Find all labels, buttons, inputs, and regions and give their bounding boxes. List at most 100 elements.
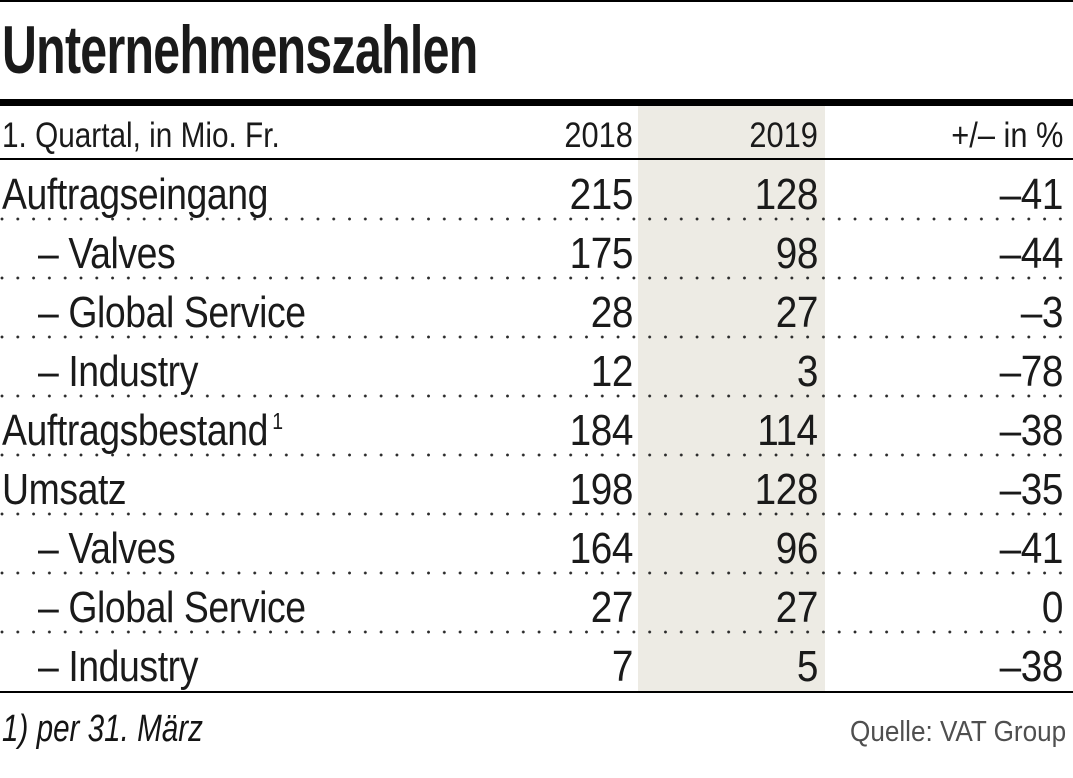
value-change-cell: –78 — [825, 337, 1073, 407]
row-label-cell: – Valves — [0, 219, 493, 289]
row-label: Auftragsbestand 1 — [2, 396, 283, 466]
value-2018: 7 — [611, 642, 634, 691]
row-label-text: – Industry — [38, 347, 198, 396]
dotted-separator — [0, 217, 1073, 221]
header-2018: 2018 — [564, 116, 633, 155]
value-2019-cell: 128 — [638, 455, 825, 525]
header-2019-cell: 2019 — [638, 106, 825, 166]
value-change-cell: –3 — [825, 278, 1073, 348]
value-2019: 96 — [775, 524, 819, 573]
value-change-cell: –44 — [825, 219, 1073, 289]
value-change: –41 — [999, 524, 1064, 573]
source-credit-text: Quelle: VAT Group — [849, 716, 1066, 748]
value-2019-cell: 27 — [638, 573, 825, 643]
row-label-text: – Global Service — [38, 583, 306, 632]
row-label-cell: Auftragsbestand 1 — [0, 396, 493, 466]
row-label-cell: – Global Service — [0, 573, 493, 643]
row-label-text: Auftragseingang — [2, 170, 269, 219]
row-label-text: Auftragsbestand — [2, 406, 269, 455]
row-label-text: – Global Service — [38, 288, 306, 337]
value-change: –38 — [999, 406, 1064, 455]
value-2019-cell: 5 — [638, 632, 825, 702]
header-change-cell: +/– in % — [825, 106, 1073, 166]
dotted-separator — [0, 630, 1073, 634]
top-rule — [0, 0, 1073, 2]
row-label: – Industry — [38, 337, 202, 407]
source-credit: Quelle: VAT Group — [826, 702, 1066, 762]
value-2018-cell: 184 — [493, 396, 638, 466]
table-row: – Industry 7 5 –38 — [0, 632, 1073, 691]
row-label-cell: – Valves — [0, 514, 493, 584]
table-row: – Global Service 28 27 –3 — [0, 278, 1073, 339]
table-row: – Global Service 27 27 0 — [0, 573, 1073, 634]
value-2018-cell: 28 — [493, 278, 638, 348]
header-change: +/– in % — [950, 116, 1063, 155]
value-2019: 128 — [754, 170, 819, 219]
value-2018-cell: 175 — [493, 219, 638, 289]
value-change: –44 — [999, 229, 1064, 278]
value-change-cell: –38 — [825, 396, 1073, 466]
row-label-cell: Umsatz — [0, 455, 493, 525]
table-row: Auftragseingang 215 128 –41 — [0, 160, 1073, 221]
value-2018-cell: 198 — [493, 455, 638, 525]
value-2018: 28 — [590, 288, 634, 337]
value-2018: 27 — [590, 583, 634, 632]
value-2019-cell: 128 — [638, 160, 825, 230]
value-2018: 175 — [569, 229, 634, 278]
dotted-separator — [0, 453, 1073, 457]
value-2018-cell: 12 — [493, 337, 638, 407]
value-change-cell: –41 — [825, 160, 1073, 230]
value-change: –41 — [999, 170, 1064, 219]
dotted-separator — [0, 335, 1073, 339]
value-change: –38 — [999, 642, 1064, 691]
value-2019-cell: 114 — [638, 396, 825, 466]
value-change-cell: –38 — [825, 632, 1073, 702]
row-label: Auftragseingang — [2, 160, 272, 230]
value-change-cell: –41 — [825, 514, 1073, 584]
value-2018: 12 — [590, 347, 634, 396]
header-label: 1. Quartal, in Mio. Fr. — [2, 116, 280, 155]
row-label-cell: – Industry — [0, 337, 493, 407]
page-title-text: Unternehmenszahlen — [2, 12, 478, 88]
value-2019: 114 — [757, 406, 819, 455]
value-2019-cell: 27 — [638, 278, 825, 348]
value-change-cell: 0 — [825, 573, 1073, 643]
row-label-cell: – Global Service — [0, 278, 493, 348]
value-2018-cell: 27 — [493, 573, 638, 643]
value-2018-cell: 215 — [493, 160, 638, 230]
value-2019-cell: 3 — [638, 337, 825, 407]
dotted-separator — [0, 394, 1073, 398]
value-change: 0 — [1041, 583, 1064, 632]
footnote: 1) per 31. März — [2, 708, 203, 750]
value-2019: 3 — [796, 347, 819, 396]
row-label: – Global Service — [38, 573, 310, 643]
value-2019-cell: 98 — [638, 219, 825, 289]
dotted-separator — [0, 571, 1073, 575]
row-label-cell: – Industry — [0, 632, 493, 702]
table-body: Auftragseingang 215 128 –41 – Valves 175… — [0, 160, 1073, 691]
row-label: – Valves — [38, 219, 180, 289]
row-label-text: – Industry — [38, 642, 198, 691]
value-2019: 27 — [775, 583, 819, 632]
dotted-separator — [0, 276, 1073, 280]
table-row: – Valves 164 96 –41 — [0, 514, 1073, 575]
value-change: –78 — [999, 347, 1064, 396]
table-row: – Industry 12 3 –78 — [0, 337, 1073, 398]
bottom-rule — [0, 691, 1073, 693]
highlight-band-2019 — [638, 106, 825, 691]
row-label: – Industry — [38, 632, 202, 702]
row-label-text: Umsatz — [2, 465, 127, 514]
value-2019: 98 — [775, 229, 819, 278]
title-rule — [0, 99, 1073, 106]
row-label: – Valves — [38, 514, 180, 584]
header-2019: 2019 — [749, 116, 818, 155]
footnote-marker: 1 — [272, 408, 284, 435]
value-2018-cell: 164 — [493, 514, 638, 584]
row-label-text: – Valves — [38, 524, 176, 573]
value-change: –35 — [999, 465, 1064, 514]
value-2019: 5 — [796, 642, 819, 691]
value-2018-cell: 7 — [493, 632, 638, 702]
header-2018-cell: 2018 — [493, 106, 638, 166]
footer: 1) per 31. März Quelle: VAT Group — [0, 693, 1073, 762]
